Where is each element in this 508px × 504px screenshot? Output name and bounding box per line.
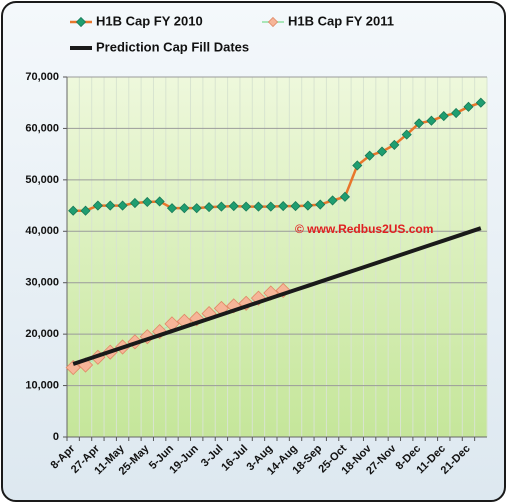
y-tick-label: 0 — [53, 431, 59, 443]
point — [191, 203, 202, 214]
point — [117, 200, 128, 211]
point — [339, 191, 351, 202]
point — [463, 101, 474, 112]
series-line — [73, 101, 482, 212]
point — [241, 201, 252, 212]
point — [179, 203, 190, 214]
point — [401, 129, 412, 140]
point — [426, 115, 437, 126]
point — [302, 200, 313, 211]
legend-marker — [267, 16, 279, 28]
point — [253, 201, 264, 212]
y-tick-label: 20,000 — [25, 328, 59, 340]
point — [129, 197, 141, 209]
y-tick-label: 40,000 — [25, 225, 59, 237]
point — [364, 150, 375, 161]
point — [315, 199, 326, 210]
point — [105, 200, 116, 211]
point — [278, 201, 289, 212]
point — [68, 205, 79, 216]
point — [92, 200, 103, 211]
point — [352, 160, 363, 171]
point — [475, 97, 486, 108]
point — [80, 205, 91, 216]
point — [154, 196, 165, 207]
legend-label: Prediction Cap Fill Dates — [96, 39, 249, 54]
point — [265, 201, 276, 212]
point — [290, 201, 301, 212]
point — [438, 111, 449, 122]
point — [226, 298, 242, 314]
legend-label: H1B Cap FY 2011 — [288, 13, 394, 28]
point — [142, 196, 153, 208]
point — [413, 118, 425, 129]
point — [216, 201, 227, 212]
legend-label: H1B Cap FY 2010 — [96, 13, 203, 28]
point — [166, 203, 178, 214]
point — [327, 195, 338, 206]
point — [451, 107, 462, 119]
series-line — [72, 226, 482, 366]
y-tick-label: 10,000 — [25, 379, 59, 391]
y-tick-label: 70,000 — [25, 71, 59, 83]
point — [228, 201, 239, 212]
point — [203, 202, 215, 213]
y-tick-label: 50,000 — [25, 174, 59, 186]
point — [389, 139, 400, 150]
point — [376, 146, 388, 157]
y-tick-label: 60,000 — [25, 122, 59, 134]
y-tick-label: 30,000 — [25, 277, 59, 289]
legend-marker — [75, 16, 87, 28]
watermark: © www.Redbus2US.com — [295, 222, 433, 236]
point — [65, 360, 81, 376]
